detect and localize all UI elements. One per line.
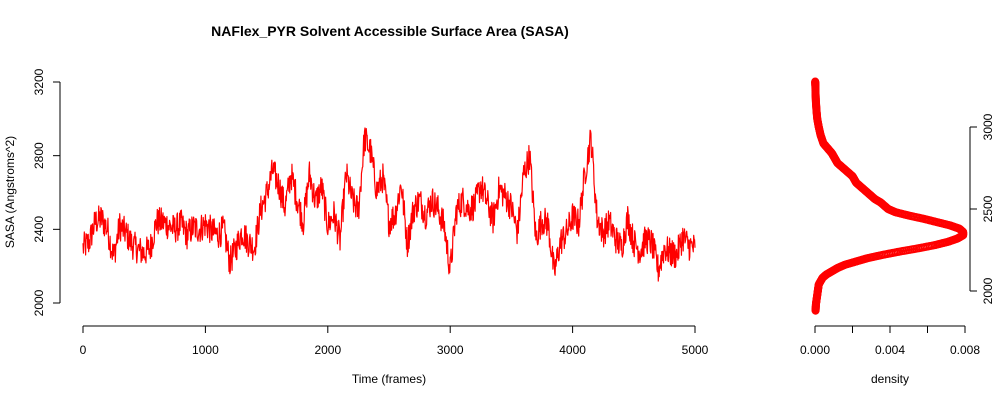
- x-tick-label: 3000: [437, 343, 464, 357]
- density-points: [811, 77, 968, 315]
- density-x-ticks: 0.000 0.004 0.008: [800, 326, 980, 357]
- density-y-tick-label: 3000: [981, 113, 995, 140]
- y-tick-label: 2400: [32, 216, 46, 243]
- density-point: [811, 77, 820, 86]
- density-plot: 0.000 0.004 0.008 2000 2500 3000 density: [800, 77, 995, 386]
- x-ticks: 0 1000 2000 3000 4000 5000: [80, 326, 709, 357]
- density-y-tick-label: 2000: [981, 277, 995, 304]
- x-tick-label: 0: [80, 343, 87, 357]
- density-x-axis-label: density: [871, 372, 909, 386]
- y-tick-label: 2000: [32, 289, 46, 316]
- y-axis-label: SASA (Angstroms^2): [3, 136, 17, 248]
- x-tick-label: 4000: [559, 343, 586, 357]
- timeseries-plot: 0 1000 2000 3000 4000 5000 2000 2400 2800 3200 T…: [3, 68, 709, 386]
- density-y-ticks: 2000 2500 3000: [970, 113, 995, 304]
- x-axis-label: Time (frames): [352, 372, 426, 386]
- chart-title: NAFlex_PYR Solvent Accessible Surface Ar…: [211, 23, 569, 39]
- x-tick-label: 1000: [192, 343, 219, 357]
- density-x-tick-label: 0.000: [800, 343, 830, 357]
- y-ticks: 2000 2400 2800 3200: [32, 68, 60, 316]
- y-tick-label: 2800: [32, 142, 46, 169]
- y-tick-label: 3200: [32, 68, 46, 95]
- sasa-series-line: [82, 127, 696, 282]
- x-tick-label: 5000: [682, 343, 709, 357]
- density-x-tick-label: 0.004: [875, 343, 905, 357]
- x-tick-label: 2000: [314, 343, 341, 357]
- density-x-tick-label: 0.008: [950, 343, 980, 357]
- density-y-tick-label: 2500: [981, 195, 995, 222]
